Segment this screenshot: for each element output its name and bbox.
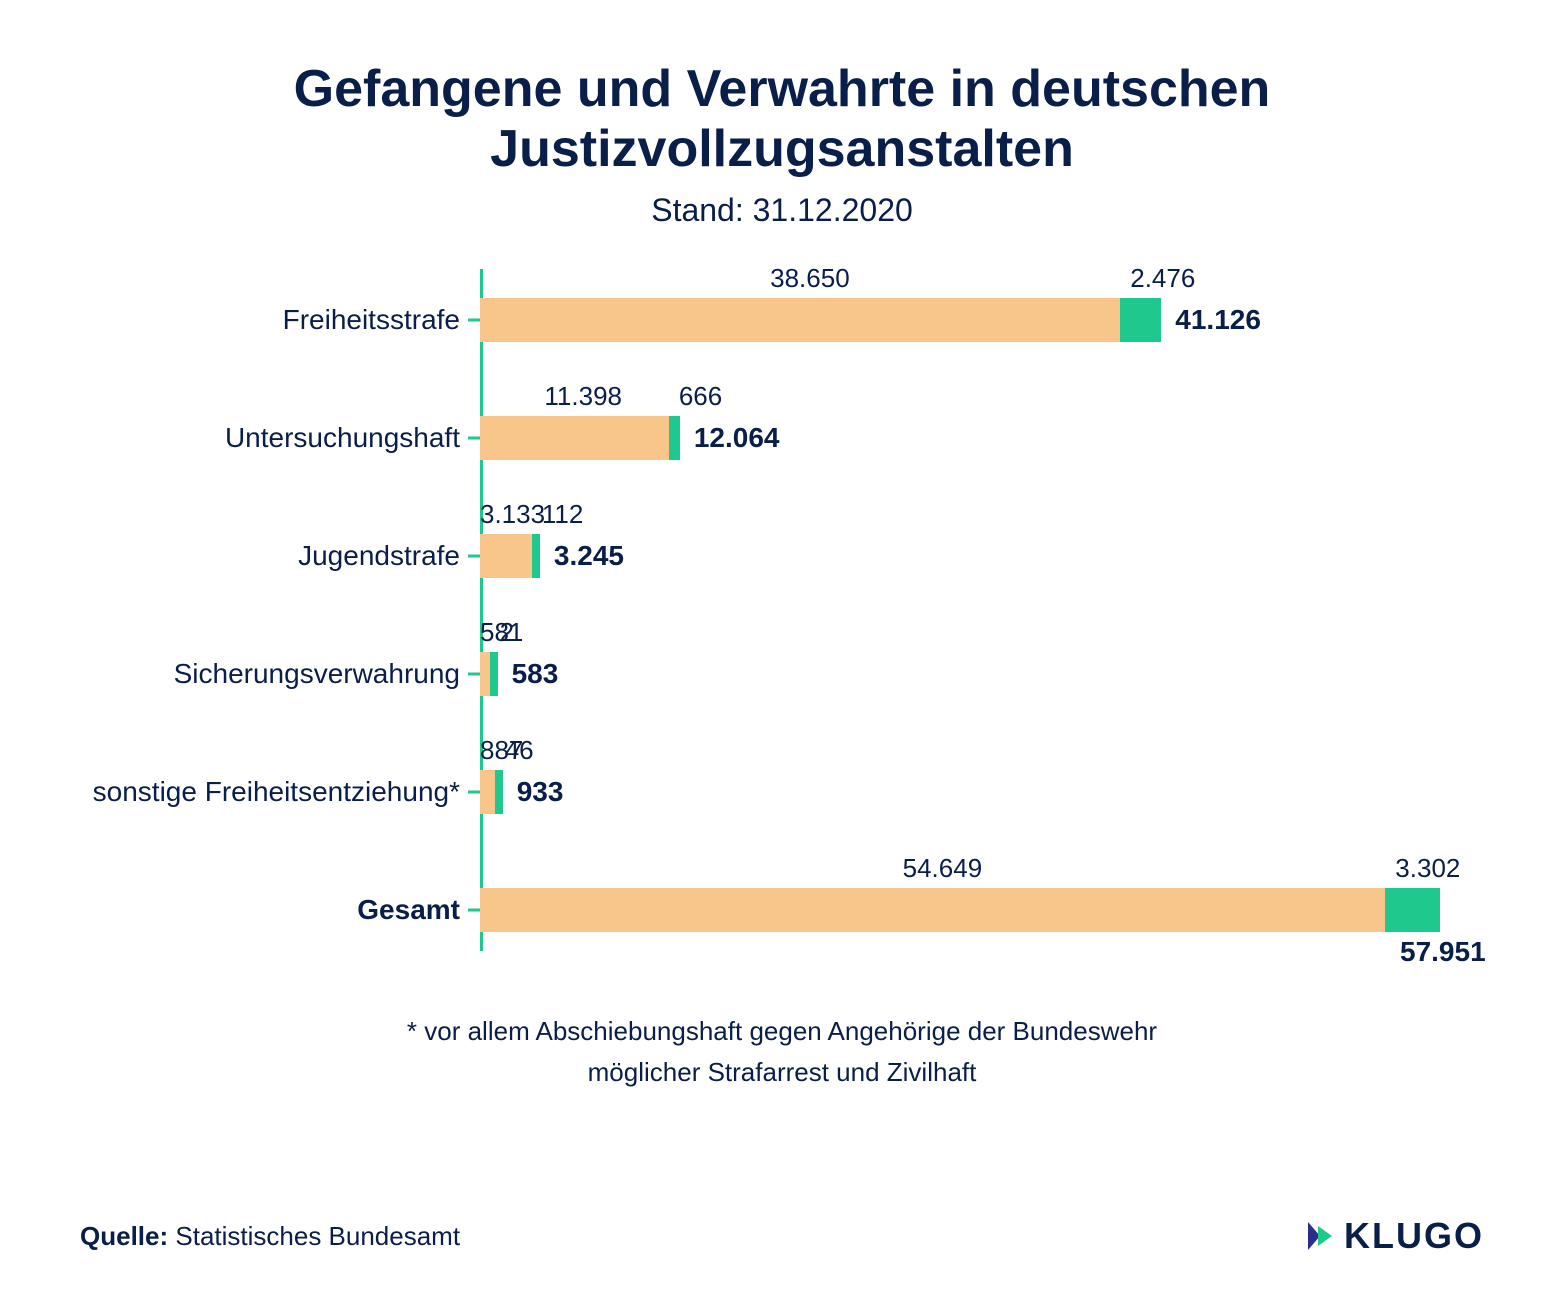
chart-subtitle: Stand: 31.12.2020 [80, 192, 1484, 229]
axis-tick [468, 318, 480, 321]
bar-segment-1 [480, 298, 1120, 342]
bar-segment-2 [1385, 888, 1440, 932]
footnote: * vor allem Abschiebungshaft gegen Angeh… [80, 1011, 1484, 1094]
value-label-2: 666 [679, 381, 722, 412]
y-axis-line [480, 269, 483, 951]
chart-row: Freiheitsstrafe38.6502.47641.126 [480, 279, 1424, 361]
bar-wrap: 54.6493.30257.951 [480, 888, 1440, 932]
chart-row: Untersuchungshaft11.39866612.064 [480, 397, 1424, 479]
value-label-2: 2.476 [1130, 263, 1195, 294]
bar-segment-2 [1120, 298, 1161, 342]
bar-segment-1 [480, 888, 1385, 932]
bar-segment-1 [480, 652, 490, 696]
bar-segment-1 [480, 416, 669, 460]
value-label-1: 11.398 [544, 381, 622, 412]
total-label: 3.245 [554, 540, 624, 572]
chart-header: Gefangene und Verwahrte in deutschen Jus… [80, 60, 1484, 229]
bar-segment-2 [669, 416, 680, 460]
bar-segment-2 [495, 770, 503, 814]
chart-row: sonstige Freiheitsentziehung*88746933 [480, 751, 1424, 833]
logo-icon [1304, 1218, 1336, 1254]
bar-segment-2 [532, 534, 540, 578]
row-label: Sicherungsverwahrung [174, 658, 480, 690]
axis-tick [468, 554, 480, 557]
chart-area: Freiheitsstrafe38.6502.47641.126 Untersuc… [480, 279, 1424, 951]
bar-wrap: 38.6502.47641.126 [480, 298, 1261, 342]
row-label: Untersuchungshaft [225, 422, 480, 454]
bar-segment-2 [490, 652, 498, 696]
bar-wrap: 5812583 [480, 652, 558, 696]
chart-row: Jugendstrafe3.1331123.245 [480, 515, 1424, 597]
axis-tick [468, 672, 480, 675]
value-label-2: 46 [505, 735, 534, 766]
row-label: Freiheitsstrafe [283, 304, 480, 336]
row-label: Gesamt [357, 894, 480, 926]
chart-row: Sicherungsverwahrung5812583 [480, 633, 1424, 715]
bar-segment-1 [480, 534, 532, 578]
value-label-2: 3.302 [1395, 853, 1460, 884]
footnote-line-1: * vor allem Abschiebungshaft gegen Angeh… [80, 1011, 1484, 1053]
total-label: 583 [512, 658, 559, 690]
value-label-2: 112 [542, 499, 583, 530]
value-label-2: 2 [500, 617, 514, 648]
row-label: Jugendstrafe [298, 540, 480, 572]
total-label: 933 [517, 776, 564, 808]
source-prefix: Quelle: [80, 1221, 168, 1251]
value-label-1: 3.133 [480, 499, 545, 530]
total-label: 57.951 [1400, 936, 1486, 968]
chart-title: Gefangene und Verwahrte in deutschen Jus… [80, 60, 1484, 180]
bar-wrap: 88746933 [480, 770, 563, 814]
brand-logo: KLUGO [1304, 1215, 1484, 1257]
chart-row: Gesamt54.6493.30257.951 [480, 869, 1424, 951]
bar-wrap: 3.1331123.245 [480, 534, 624, 578]
total-label: 41.126 [1175, 304, 1261, 336]
value-label-1: 38.650 [770, 263, 850, 294]
bottom-bar: Quelle: Statistisches Bundesamt KLUGO [80, 1215, 1484, 1257]
source-text: Statistisches Bundesamt [175, 1221, 460, 1251]
footnote-line-2: möglicher Strafarrest und Zivilhaft [80, 1052, 1484, 1094]
axis-tick [468, 436, 480, 439]
axis-tick [468, 790, 480, 793]
logo-text: KLUGO [1344, 1215, 1484, 1257]
value-label-1: 54.649 [903, 853, 983, 884]
source: Quelle: Statistisches Bundesamt [80, 1221, 460, 1252]
bar-wrap: 11.39866612.064 [480, 416, 779, 460]
axis-tick [468, 908, 480, 911]
total-label: 12.064 [694, 422, 780, 454]
bar-segment-1 [480, 770, 495, 814]
row-label: sonstige Freiheitsentziehung* [93, 776, 480, 808]
